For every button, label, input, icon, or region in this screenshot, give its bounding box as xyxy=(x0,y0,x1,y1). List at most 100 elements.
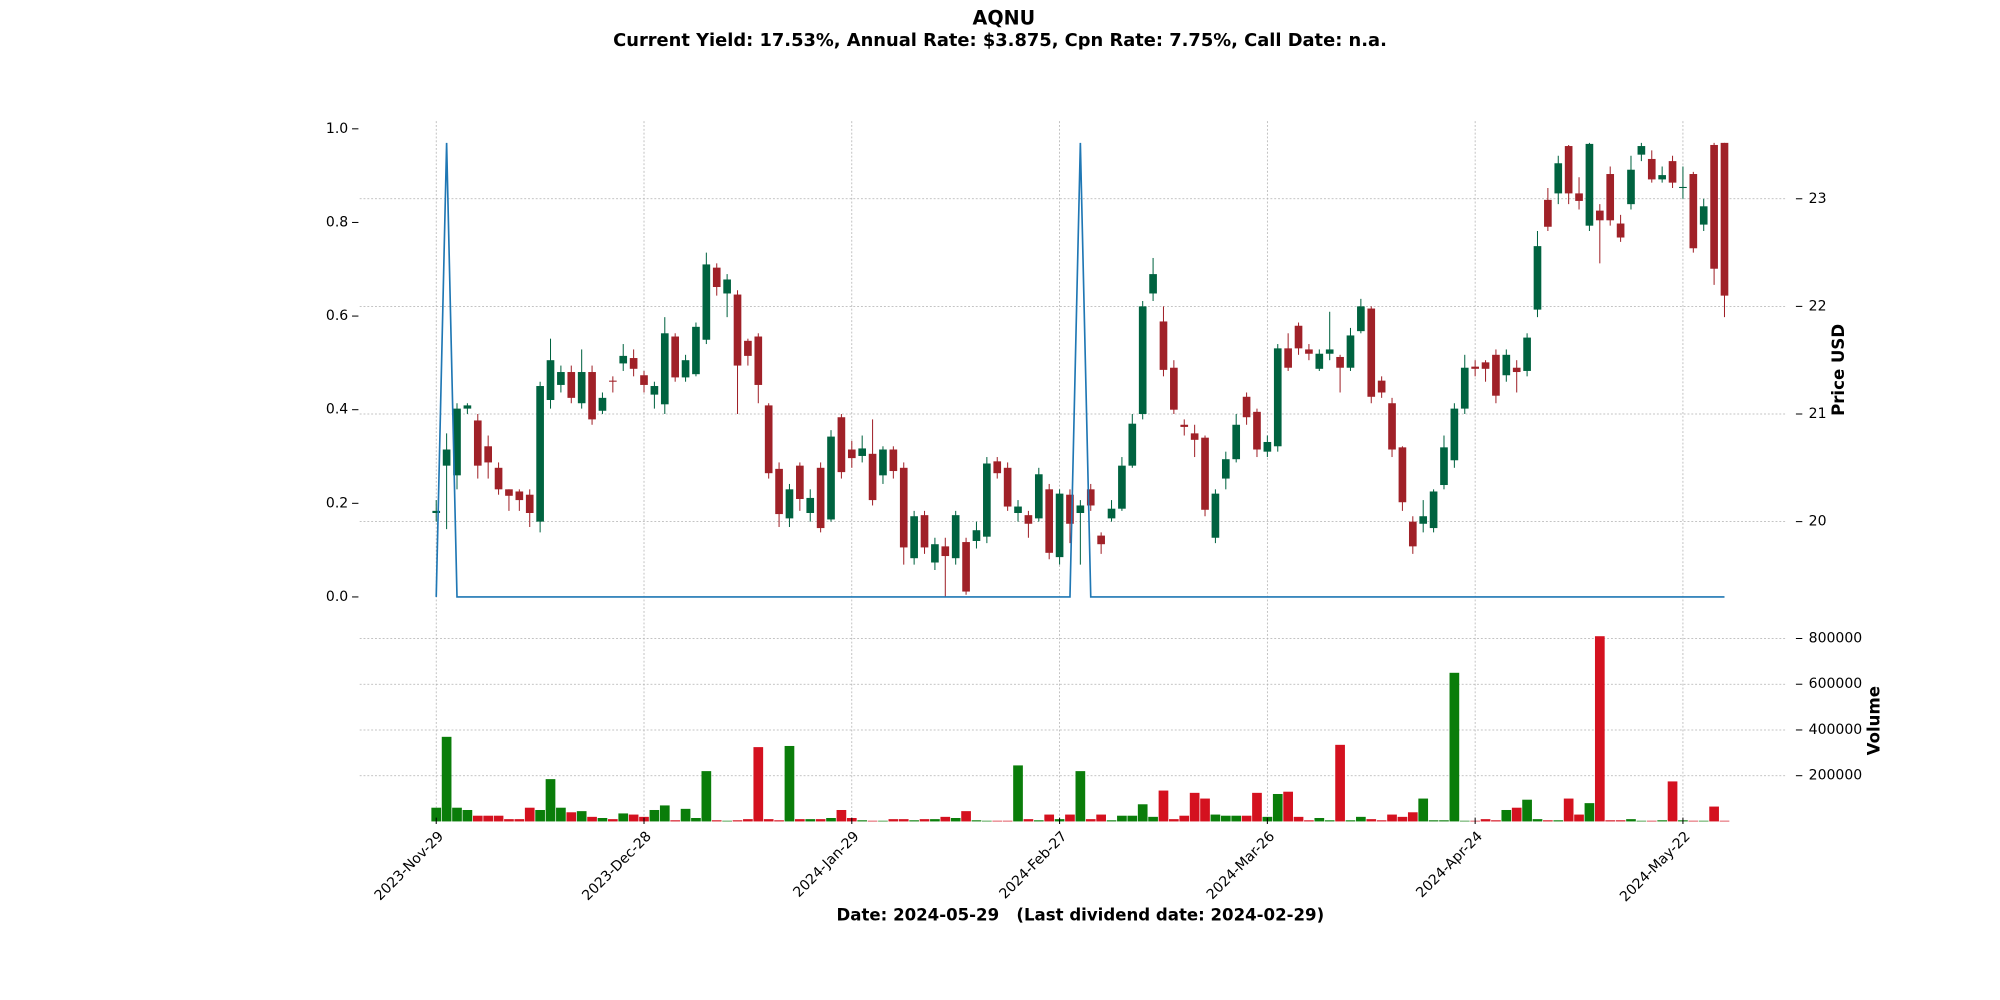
candle-body xyxy=(910,516,918,559)
candle-body xyxy=(1450,408,1459,461)
chart-subtitle: Current Yield: 17.53%, Annual Rate: $3.8… xyxy=(613,30,1387,51)
candle-body xyxy=(1034,474,1043,519)
volume-bar xyxy=(826,817,836,822)
candle-body xyxy=(505,489,513,496)
x-tick-label: 2024-Apr-24 xyxy=(1413,828,1486,901)
volume-bar xyxy=(1449,672,1460,822)
volume-bar xyxy=(1283,791,1293,822)
volume-bar xyxy=(1293,816,1304,822)
volume-bar xyxy=(774,820,784,822)
candle-body xyxy=(660,333,669,405)
volume-bar xyxy=(1584,803,1595,822)
volume-bar xyxy=(1511,807,1522,822)
volume-bar xyxy=(1231,815,1242,822)
volume-bar xyxy=(1158,790,1169,822)
volume-bar xyxy=(1096,814,1106,822)
volume-bar xyxy=(1594,636,1605,822)
candle-body xyxy=(868,453,877,501)
volume-bar xyxy=(1459,820,1470,822)
candle-body xyxy=(1149,274,1157,294)
candle-body xyxy=(1055,493,1064,558)
candle-body xyxy=(1170,367,1178,410)
candle-body xyxy=(1180,424,1189,427)
candle-body xyxy=(1544,199,1552,227)
volume-bar xyxy=(576,811,587,822)
volume-bar xyxy=(982,820,992,822)
volume-bar xyxy=(1075,771,1086,822)
axes: 2023-Nov-29 2023-Dec-28 2024-Jan-29 2024-Fe… xyxy=(326,121,1862,905)
candle-body xyxy=(463,405,472,409)
y-tick-label: 800000 xyxy=(1809,631,1863,647)
volume-bar xyxy=(691,817,701,822)
candle-body xyxy=(619,355,628,364)
candle-body xyxy=(1606,174,1615,221)
volume-bar xyxy=(1033,820,1044,822)
candle-body xyxy=(557,372,565,385)
y-tick-label: 0.6 xyxy=(326,308,348,324)
candle-body xyxy=(1066,494,1074,524)
candle-body xyxy=(1211,493,1220,538)
candle-body xyxy=(1003,467,1012,507)
candle-body xyxy=(816,467,825,529)
volume-bar xyxy=(441,736,452,822)
y-tick-label: 0.2 xyxy=(326,495,348,511)
candle-body xyxy=(1086,489,1095,506)
candle-body xyxy=(1575,193,1583,201)
candle-body xyxy=(692,326,700,375)
volume-bar xyxy=(1356,816,1366,822)
candle-body xyxy=(473,420,482,466)
y-tick-label: 400000 xyxy=(1809,722,1863,738)
volume-bar xyxy=(628,814,639,822)
volume-bar xyxy=(961,811,971,822)
volume-bar xyxy=(1324,820,1335,822)
volume-bar xyxy=(504,819,514,822)
candle-body xyxy=(899,467,908,548)
candle-body xyxy=(920,515,929,548)
candle-body xyxy=(1294,325,1303,349)
y-tick-label: 0.0 xyxy=(326,589,348,605)
candle-body xyxy=(1481,362,1490,369)
candle-body xyxy=(1668,161,1677,183)
candle-body xyxy=(432,510,441,514)
candle-body xyxy=(806,497,815,514)
volume-bar xyxy=(1210,814,1221,822)
volume-bar xyxy=(930,819,940,822)
volume-bar xyxy=(1189,792,1200,822)
candle-body xyxy=(1076,505,1085,514)
volume-bar xyxy=(1376,820,1387,822)
volume-bar xyxy=(493,815,504,822)
volume-bar xyxy=(1563,798,1574,822)
candle-body xyxy=(484,446,492,463)
candle-body xyxy=(1159,321,1168,370)
candle-body xyxy=(567,372,576,398)
volume-bar xyxy=(836,809,847,822)
volume-bar xyxy=(670,820,681,822)
volume-bar xyxy=(514,819,525,822)
candle-body xyxy=(1201,437,1209,510)
candle-body xyxy=(1637,146,1646,155)
candle-body xyxy=(1138,306,1147,414)
candle-body xyxy=(515,491,524,501)
candle-body xyxy=(1232,424,1241,460)
volume-bar xyxy=(1543,820,1553,822)
candle-body xyxy=(629,358,638,369)
volume-bar xyxy=(992,820,1003,822)
candle-body xyxy=(1492,354,1500,396)
volume-bar xyxy=(940,816,951,822)
volume-bar xyxy=(1241,815,1252,822)
candle-body xyxy=(1284,348,1292,368)
volume-bar xyxy=(462,809,473,822)
candle-body xyxy=(941,546,950,557)
candle-body xyxy=(972,530,981,541)
candle-body xyxy=(1097,535,1105,545)
candle-body xyxy=(889,449,898,472)
volume-bar xyxy=(857,820,868,822)
volume-bar xyxy=(950,817,961,822)
candle-body xyxy=(702,264,711,340)
candle-body xyxy=(775,468,783,515)
volume-bar xyxy=(867,820,878,822)
volume-bar xyxy=(919,819,930,822)
candle-body xyxy=(1045,489,1054,553)
